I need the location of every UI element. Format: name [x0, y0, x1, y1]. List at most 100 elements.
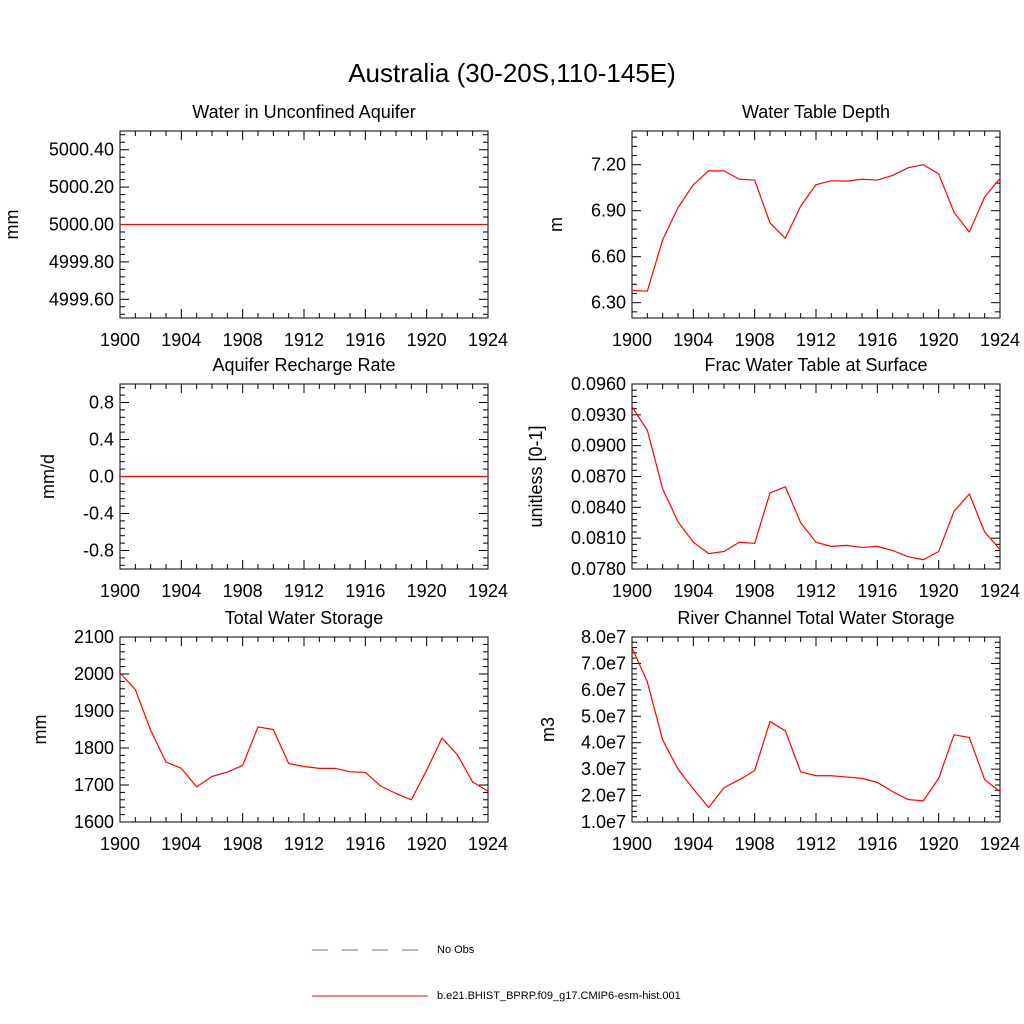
y-axis-label: mm/d — [38, 454, 58, 499]
y-axis-label: mm — [30, 715, 50, 745]
y-tick-label: 8.0e7 — [581, 627, 626, 647]
legend-label: No Obs — [437, 944, 475, 956]
x-tick-label: 1904 — [673, 330, 713, 350]
y-tick-label: 0.0810 — [571, 528, 626, 548]
x-tick-label: 1916 — [857, 581, 897, 601]
series-line — [631, 647, 1001, 809]
y-tick-label: 5000.00 — [49, 215, 114, 235]
x-tick-label: 1900 — [100, 330, 140, 350]
x-tick-label: 1900 — [100, 834, 140, 854]
y-tick-label: 0.0960 — [571, 374, 626, 394]
panels: Water in Unconfined Aquifer mm 1900 1904 190… — [2, 102, 1020, 854]
y-tick-label: 4.0e7 — [581, 733, 626, 753]
x-tick-label: 1920 — [407, 834, 447, 854]
y-tick-label: 4999.80 — [49, 252, 114, 272]
panel-title: Water Table Depth — [742, 102, 890, 122]
x-tick-label: 1912 — [796, 581, 836, 601]
x-tick-label: 1908 — [735, 834, 775, 854]
y-tick-label: -0.8 — [83, 541, 114, 561]
x-tick-label: 1904 — [161, 581, 201, 601]
x-tick-label: 1916 — [345, 330, 385, 350]
x-tick-label: 1924 — [468, 330, 508, 350]
x-tick-label: 1920 — [407, 330, 447, 350]
x-tick-label: 1924 — [980, 834, 1020, 854]
panel-water-table-depth: Water Table Depth m 1900 1904 1908 1912 1916 19… — [546, 102, 1020, 350]
y-tick-label: -0.4 — [83, 504, 114, 524]
x-tick-label: 1912 — [284, 330, 324, 350]
y-tick-label: 5000.20 — [49, 177, 114, 197]
panel-frac-water-table: Frac Water Table at Surface unitless [0-1… — [526, 355, 1020, 601]
x-tick-label: 1912 — [284, 581, 324, 601]
y-tick-label: 6.30 — [591, 293, 626, 313]
x-tick-label: 1908 — [735, 330, 775, 350]
legend: No Obs b.e21.BHIST_BPRP.f09_g17.CMIP6-esm… — [312, 944, 681, 1002]
y-tick-label: 1900 — [74, 701, 114, 721]
plot-frame — [631, 130, 1001, 319]
y-tick-label: 4999.60 — [49, 289, 114, 309]
x-tick-label: 1924 — [980, 330, 1020, 350]
x-tick-label: 1912 — [796, 834, 836, 854]
x-tick-label: 1916 — [345, 581, 385, 601]
y-tick-label: 0.0870 — [571, 467, 626, 487]
panel-title: Total Water Storage — [225, 608, 383, 628]
y-tick-label: 0.0930 — [571, 405, 626, 425]
y-tick-label: 2.0e7 — [581, 786, 626, 806]
series-line — [631, 164, 1001, 292]
x-tick-label: 1904 — [673, 581, 713, 601]
x-tick-label: 1924 — [468, 834, 508, 854]
x-tick-label: 1924 — [468, 581, 508, 601]
series-line — [119, 672, 489, 801]
x-tick-label: 1924 — [980, 581, 1020, 601]
x-tick-label: 1920 — [919, 581, 959, 601]
x-tick-label: 1904 — [161, 834, 201, 854]
y-tick-label: 2100 — [74, 627, 114, 647]
panel-title: Water in Unconfined Aquifer — [192, 102, 415, 122]
x-tick-label: 1908 — [223, 581, 263, 601]
x-tick-label: 1908 — [735, 581, 775, 601]
y-axis-label: m3 — [538, 717, 558, 742]
x-tick-label: 1916 — [857, 834, 897, 854]
panel-total-water-storage: Total Water Storage mm 1900 1904 1908 1912 191… — [30, 608, 508, 854]
y-tick-label: 1700 — [74, 775, 114, 795]
y-tick-label: 1800 — [74, 738, 114, 758]
x-tick-label: 1904 — [161, 330, 201, 350]
plot-frame — [119, 636, 489, 823]
y-tick-label: 0.0900 — [571, 436, 626, 456]
x-tick-label: 1908 — [223, 330, 263, 350]
y-axis-label: mm — [2, 210, 22, 240]
y-tick-label: 6.0e7 — [581, 680, 626, 700]
panel-title: Frac Water Table at Surface — [704, 355, 927, 375]
y-tick-label: 0.0780 — [571, 559, 626, 579]
y-tick-label: 0.0 — [89, 467, 114, 487]
x-tick-label: 1908 — [223, 834, 263, 854]
panel-title: River Channel Total Water Storage — [677, 608, 954, 628]
y-tick-label: 0.4 — [89, 430, 114, 450]
y-tick-label: 7.20 — [591, 155, 626, 175]
x-tick-label: 1912 — [796, 330, 836, 350]
y-tick-label: 0.8 — [89, 393, 114, 413]
x-tick-label: 1900 — [612, 834, 652, 854]
y-tick-label: 0.0840 — [571, 497, 626, 517]
y-tick-label: 5000.40 — [49, 140, 114, 160]
legend-label: b.e21.BHIST_BPRP.f09_g17.CMIP6-esm-hist.… — [437, 990, 681, 1002]
x-tick-label: 1912 — [284, 834, 324, 854]
x-tick-label: 1900 — [612, 330, 652, 350]
y-tick-label: 6.60 — [591, 247, 626, 267]
plot-frame — [631, 383, 1001, 570]
x-tick-label: 1920 — [407, 581, 447, 601]
y-tick-label: 7.0e7 — [581, 653, 626, 673]
y-axis-label: unitless [0-1] — [526, 425, 546, 527]
y-tick-label: 3.0e7 — [581, 759, 626, 779]
x-tick-label: 1920 — [919, 834, 959, 854]
panel-unconfined-aquifer: Water in Unconfined Aquifer mm 1900 1904 190… — [2, 102, 508, 350]
y-tick-label: 5.0e7 — [581, 706, 626, 726]
y-tick-label: 2000 — [74, 664, 114, 684]
x-tick-label: 1920 — [919, 330, 959, 350]
series-line — [631, 406, 1001, 561]
x-tick-label: 1916 — [345, 834, 385, 854]
y-tick-label: 1600 — [74, 812, 114, 832]
panel-aquifer-recharge: Aquifer Recharge Rate mm/d 1900 1904 1908 191… — [38, 355, 508, 601]
y-axis-label: m — [546, 217, 566, 232]
y-tick-label: 1.0e7 — [581, 812, 626, 832]
